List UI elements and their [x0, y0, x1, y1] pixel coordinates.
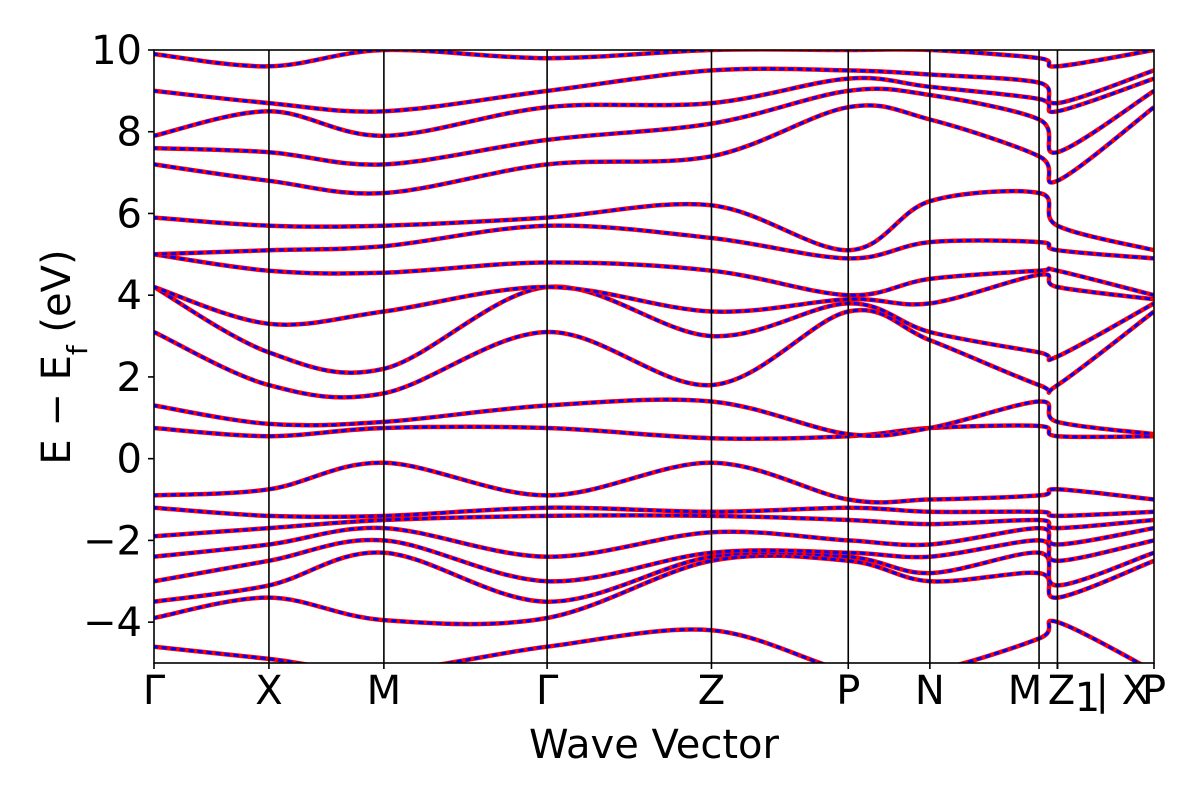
- band-18-series-1: [154, 76, 1154, 138]
- y-tick-label-0: −4: [83, 600, 142, 646]
- band-20-series-1: [154, 50, 1154, 68]
- x-tick-label-8: Z: [1048, 668, 1075, 714]
- x-tick-label-4: Z: [698, 668, 725, 714]
- y-tick-label-2: 0: [117, 437, 142, 483]
- band-20-series-0: [154, 50, 1154, 69]
- y-axis-title-main: E − E: [34, 355, 80, 465]
- x-tick-label-5: P: [836, 668, 860, 714]
- x-axis-title: Wave Vector: [529, 722, 780, 768]
- y-axis-title-sub: f: [61, 344, 94, 355]
- x-tick-label-11: P: [1142, 668, 1166, 714]
- x-axis: Γ X M Γ Z P N M Z 1| XP: [143, 663, 1166, 721]
- high-symmetry-lines: [268, 50, 1059, 663]
- band-16-series-1: [154, 103, 1154, 195]
- x-tick-label-3: Γ: [536, 668, 559, 714]
- band-14-series-1: [154, 224, 1154, 260]
- band-13-series-1: [154, 252, 1154, 297]
- band-19-series-1: [154, 67, 1154, 114]
- x-tick-label-10: | X: [1095, 668, 1149, 714]
- y-tick-label-1: −2: [83, 518, 142, 564]
- band-17-series-1: [154, 87, 1154, 167]
- band-9-series-0: [154, 397, 1154, 439]
- band-0-series-1: [154, 619, 1142, 663]
- band-10-series-1: [154, 308, 1154, 399]
- band-8-series-1: [154, 423, 1154, 441]
- band-4-series-1: [154, 526, 1154, 559]
- y-tick-label-5: 6: [117, 191, 142, 237]
- band-5-series-1: [154, 513, 1154, 538]
- x-tick-label-1: X: [255, 668, 282, 714]
- x-tick-label-7: M: [1008, 668, 1043, 714]
- band-0-series-0: [154, 618, 1144, 663]
- band-6-series-1: [154, 506, 1154, 519]
- x-tick-label-9: 1: [1075, 675, 1100, 721]
- band-2-series-0: [154, 550, 1154, 604]
- band-11-series-1: [154, 285, 1154, 375]
- y-axis-title: E − Ef (eV): [34, 249, 94, 464]
- bands-layer: [154, 50, 1154, 663]
- y-axis-title-unit: (eV): [34, 249, 80, 345]
- x-tick-label-0: Γ: [143, 668, 166, 714]
- band-15-series-0: [154, 188, 1154, 253]
- y-tick-label-6: 8: [117, 110, 142, 156]
- y-tick-label-3: 2: [117, 355, 142, 401]
- band-12-series-1: [154, 272, 1154, 327]
- x-tick-label-2: M: [367, 668, 402, 714]
- plot-frame: [153, 49, 1155, 664]
- band-13-series-0: [154, 252, 1154, 298]
- y-axis: −4 −2 0 2 4 6 8 10: [83, 28, 154, 646]
- x-tick-label-6: N: [915, 668, 945, 714]
- y-tick-label-4: 4: [117, 273, 142, 319]
- band-17-series-0: [154, 86, 1154, 167]
- band-7-series-1: [154, 461, 1154, 504]
- y-tick-label-7: 10: [91, 28, 142, 74]
- band-9-series-1: [154, 398, 1154, 438]
- band-11-series-0: [154, 284, 1154, 375]
